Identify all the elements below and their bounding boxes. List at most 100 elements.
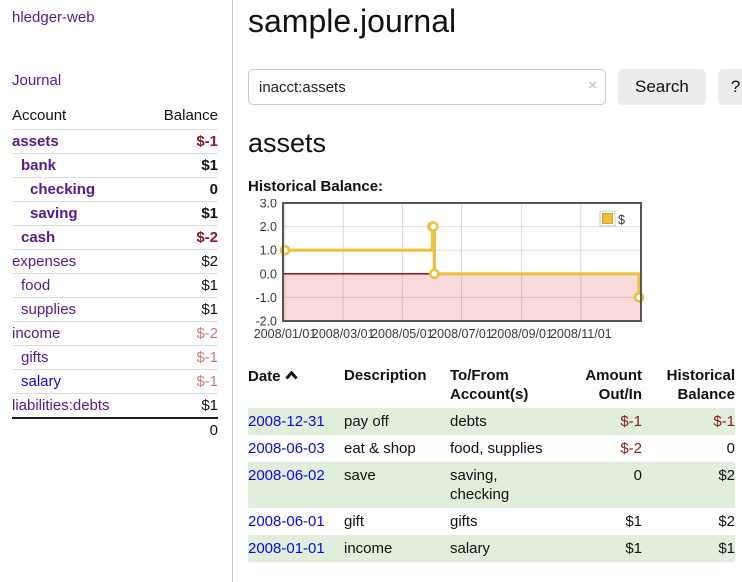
- transaction-date-link[interactable]: 2008-06-03: [248, 440, 325, 457]
- account-balance: $-1: [196, 133, 218, 150]
- sidebar-account-link[interactable]: checking: [30, 181, 96, 198]
- transaction-date-link[interactable]: 2008-12-31: [248, 413, 325, 430]
- register-table: Date Description To/From Account(s) Amou…: [248, 364, 735, 562]
- transaction-description: eat & shop: [344, 440, 416, 457]
- transaction-accounts: saving, checking: [450, 467, 510, 503]
- account-balance: $-2: [196, 325, 218, 342]
- account-row: cash $-2: [12, 225, 218, 249]
- account-balance: $1: [201, 277, 218, 294]
- svg-text:2008/03/01: 2008/03/01: [312, 327, 375, 341]
- account-row: assets $-1: [12, 129, 218, 153]
- transaction-amount: 0: [633, 467, 642, 484]
- register-row: 2008-06-01 gift gifts $1 $2: [248, 508, 735, 535]
- transaction-balance: $1: [718, 540, 735, 557]
- sidebar: hledger-web Journal Account Balance asse…: [0, 0, 233, 582]
- account-balance: $1: [201, 397, 218, 414]
- sidebar-account-link[interactable]: income: [12, 325, 61, 342]
- svg-text:3.0: 3.0: [260, 199, 277, 211]
- svg-text:2008/05/01: 2008/05/01: [371, 327, 434, 341]
- account-row: supplies $1: [12, 297, 218, 321]
- clear-search-icon[interactable]: ×: [588, 77, 597, 94]
- transaction-amount: $1: [625, 513, 642, 530]
- account-balance: $-1: [196, 349, 218, 366]
- transaction-amount: $-1: [620, 413, 642, 430]
- page-title: sample.journal: [248, 3, 457, 39]
- accounts-column-header: Account: [12, 107, 67, 124]
- register-row: 2008-12-31 pay off debts $-1 $-1: [248, 408, 735, 435]
- column-header-balance: Historical Balance: [666, 367, 735, 403]
- transaction-description: gift: [344, 513, 365, 530]
- account-row: salary $-1: [12, 369, 218, 393]
- svg-text:-1.0: -1.0: [255, 291, 277, 305]
- register-row: 2008-01-01 income salary $1 $1: [248, 535, 735, 562]
- sort-ascending-icon: [284, 366, 298, 385]
- account-balance: $-1: [196, 373, 218, 390]
- svg-text:-2.0: -2.0: [255, 315, 277, 329]
- sidebar-account-link[interactable]: liabilities:debts: [12, 397, 110, 414]
- chart-title: Historical Balance:: [248, 178, 384, 195]
- svg-text:2008/11/01: 2008/11/01: [550, 327, 612, 341]
- transaction-accounts: salary: [450, 540, 491, 557]
- register-row: 2008-06-02 save saving, checking 0 $2: [248, 462, 735, 508]
- sidebar-item-journal[interactable]: Journal: [12, 72, 62, 89]
- search-button[interactable]: Search: [618, 69, 706, 105]
- search-input[interactable]: [248, 69, 606, 105]
- account-row: saving $1: [12, 201, 218, 225]
- sidebar-account-link[interactable]: cash: [21, 229, 56, 246]
- transaction-amount: $-2: [620, 440, 642, 457]
- transaction-balance: $2: [718, 513, 735, 530]
- column-header-description: Description: [344, 367, 427, 384]
- svg-text:2008/07/01: 2008/07/01: [430, 327, 493, 341]
- transaction-description: income: [344, 540, 393, 557]
- accounts-total: 0: [12, 417, 218, 442]
- accounts-header-row: Account Balance: [12, 104, 218, 129]
- register-header-row: Date Description To/From Account(s) Amou…: [248, 364, 735, 408]
- transaction-accounts: food, supplies: [450, 440, 543, 457]
- sidebar-account-link[interactable]: salary: [21, 373, 62, 390]
- transaction-amount: $1: [625, 540, 642, 557]
- account-row: liabilities:debts $1: [12, 393, 218, 417]
- column-header-accounts: To/From Account(s): [450, 367, 529, 403]
- transaction-description: save: [344, 467, 376, 484]
- transaction-date-link[interactable]: 2008-06-02: [248, 467, 325, 484]
- balance-column-header: Balance: [163, 107, 218, 124]
- account-row: gifts $-1: [12, 345, 218, 369]
- historical-balance-chart[interactable]: $3.0 2.0 1.0 0.0 -1.0 -2.0 2008/01/01 2008/03/0…: [248, 199, 742, 347]
- svg-text:2.0: 2.0: [260, 220, 277, 234]
- transaction-date-link[interactable]: 2008-01-01: [248, 540, 325, 557]
- account-row: income $-2: [12, 321, 218, 345]
- account-row: checking 0: [12, 177, 218, 201]
- column-header-date[interactable]: Date: [248, 364, 344, 408]
- account-balance: $1: [201, 205, 218, 222]
- sidebar-account-link[interactable]: saving: [30, 205, 78, 222]
- sidebar-account-link[interactable]: bank: [21, 157, 57, 174]
- svg-text:$: $: [618, 213, 625, 227]
- sidebar-account-link[interactable]: supplies: [21, 301, 77, 318]
- sidebar-account-link[interactable]: expenses: [12, 253, 77, 270]
- accounts-panel: Account Balance assets $-1 bank $1 checking 0…: [12, 104, 218, 442]
- register-row: 2008-06-03 eat & shop food, supplies $-2 0: [248, 435, 735, 462]
- transaction-balance: $-1: [713, 413, 735, 430]
- account-balance: $1: [201, 301, 218, 318]
- account-row: expenses $2: [12, 249, 218, 273]
- search-form: × Search ?: [248, 69, 742, 105]
- svg-text:1.0: 1.0: [260, 244, 277, 258]
- transaction-date-link[interactable]: 2008-06-01: [248, 513, 325, 530]
- account-row: food $1: [12, 273, 218, 297]
- account-heading: assets: [248, 128, 327, 158]
- main-content: sample.journal × Search ? assets Histori…: [233, 0, 742, 582]
- help-button[interactable]: ?: [717, 69, 742, 105]
- svg-text:2008/01/01: 2008/01/01: [254, 327, 317, 341]
- account-balance: $1: [201, 157, 218, 174]
- transaction-balance: $2: [718, 467, 735, 484]
- app-title-link[interactable]: hledger-web: [12, 9, 95, 26]
- sidebar-account-link[interactable]: assets: [12, 133, 59, 150]
- svg-text:0.0: 0.0: [260, 267, 277, 281]
- account-balance: 0: [209, 181, 218, 198]
- account-balance: $-2: [196, 229, 218, 246]
- sidebar-account-link[interactable]: gifts: [21, 349, 49, 366]
- sidebar-account-link[interactable]: food: [21, 277, 51, 294]
- svg-text:2008/09/01: 2008/09/01: [490, 327, 553, 341]
- transaction-accounts: debts: [450, 413, 487, 430]
- account-balance: $2: [201, 253, 218, 270]
